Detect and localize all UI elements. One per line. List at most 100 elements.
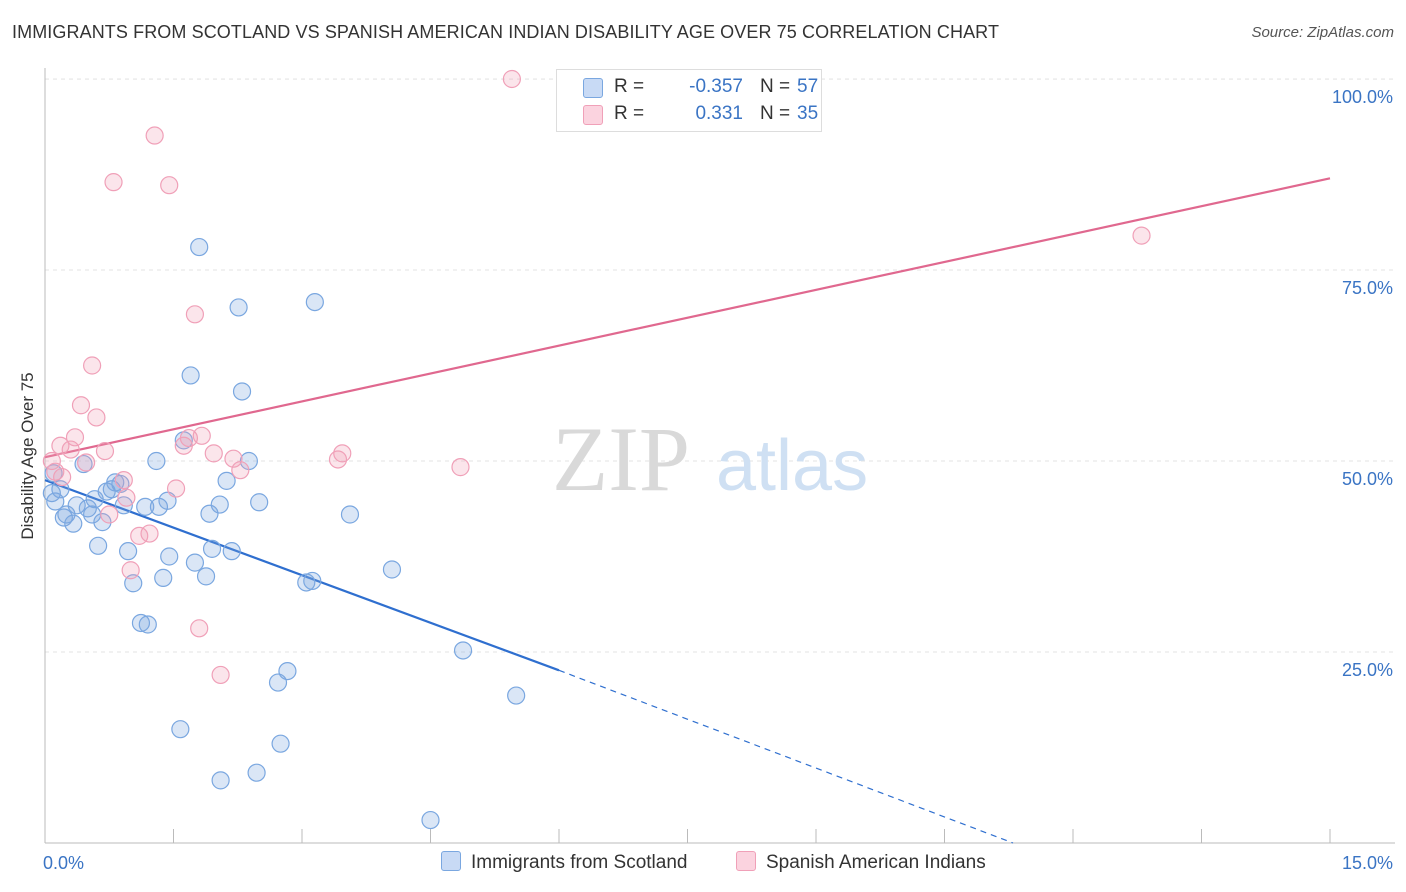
y-tick-label: 25.0% (1342, 660, 1393, 680)
scotland-point (136, 497, 155, 516)
scotland-point (232, 382, 252, 401)
source-credit: Source: ZipAtlas.com (1251, 24, 1394, 41)
scotland-point (247, 763, 266, 782)
scotland-point (382, 560, 402, 579)
scotland-point (217, 471, 236, 490)
series-legend-spanish-american: Spanish American Indians (736, 851, 986, 874)
scotland-point (190, 237, 209, 257)
scotland-point (210, 495, 229, 514)
x-tick-label: 15.0% (1342, 853, 1393, 873)
legend-n-label: N = (760, 103, 791, 124)
spanish-american-point (190, 619, 209, 638)
spanish-american-point (77, 453, 96, 472)
data-points (42, 69, 1151, 830)
spanish-american-point (211, 665, 230, 685)
legend-swatch-pink (736, 851, 756, 871)
legend-swatch-blue (441, 851, 461, 871)
scotland-point (278, 661, 297, 681)
scotland-point (171, 720, 190, 739)
scotland-point (89, 536, 108, 555)
scotland-point (453, 641, 473, 660)
gridlines (45, 78, 1395, 653)
scotland-point (160, 547, 179, 566)
scotland-point (147, 451, 166, 471)
spanish-american-point (224, 449, 243, 468)
series-legend-scotland: Immigrants from Scotland (441, 851, 687, 874)
chart-title: IMMIGRANTS FROM SCOTLAND VS SPANISH AMER… (12, 22, 1000, 42)
legend-swatch-blue (583, 78, 603, 98)
spanish-american-point (53, 467, 72, 487)
spanish-american-point (1132, 226, 1151, 245)
spanish-american-point (160, 176, 179, 195)
scotland-point (54, 508, 73, 527)
correlation-legend: R = -0.357 N = 57 R = 0.331 N = 35 (556, 69, 822, 132)
scotland-point (507, 686, 526, 705)
spanish-american-point (192, 426, 211, 445)
spanish-american-point (83, 356, 102, 375)
watermark-atlas: atlas (716, 426, 868, 506)
scotland-point (185, 553, 205, 572)
legend-r-label: R = (614, 76, 645, 97)
scotland-point (421, 810, 440, 830)
spanish-american-point (51, 436, 70, 455)
scotland-point (340, 505, 360, 524)
spanish-american-point (145, 126, 164, 145)
scotland-point (154, 568, 173, 587)
watermark-zip: ZIP (552, 408, 690, 510)
legend-n-value: 35 (797, 103, 819, 124)
spanish-american-point (231, 461, 250, 480)
scotland-point (67, 496, 86, 515)
legend-n-value: 57 (797, 76, 819, 97)
spanish-american-point (185, 305, 205, 324)
x-tick-label: 0.0% (43, 853, 84, 873)
legend-r-value: 0.331 (695, 103, 743, 124)
spanish-american-point (502, 69, 521, 89)
scotland-point (93, 513, 112, 532)
scotland-point (64, 514, 83, 533)
series-name: Immigrants from Scotland (471, 852, 688, 873)
scotland-trend-extension (558, 669, 1014, 844)
spanish-american-point (121, 561, 140, 580)
scotland-point (271, 734, 290, 753)
legend-swatch-pink (583, 105, 603, 125)
scotland-point (222, 542, 241, 561)
scotland-point (131, 613, 151, 633)
spanish-american-point (117, 488, 136, 507)
scotland-point (303, 571, 322, 591)
spanish-american-point (104, 173, 123, 192)
y-tick-label: 50.0% (1342, 469, 1393, 489)
scotland-point (200, 504, 219, 523)
spanish-american-point (65, 428, 85, 447)
legend-r-value: -0.357 (689, 76, 743, 97)
scotland-point (202, 539, 222, 558)
spanish-american-point (87, 408, 106, 427)
spanish-american-point (451, 458, 470, 477)
scotland-point (229, 298, 248, 317)
y-tick-label: 100.0% (1332, 87, 1393, 107)
spanish-american-point (140, 524, 159, 543)
scotland-point (118, 542, 138, 561)
y-axis-title: Disability Age Over 75 (18, 372, 37, 539)
tick-labels: 25.0% 50.0% 75.0% 100.0% 0.0% 15.0% (43, 87, 1393, 873)
legend-n-label: N = (760, 76, 791, 97)
spanish-american-point (100, 505, 119, 524)
scotland-point (138, 615, 157, 634)
scotland-point (196, 567, 216, 586)
spanish-american-point (114, 471, 133, 490)
scotland-point (250, 493, 269, 512)
spanish-american-point (204, 444, 223, 463)
spanish-american-point (166, 479, 186, 498)
scotland-point (57, 505, 76, 524)
scotland-point (181, 366, 200, 385)
scotland-point (211, 771, 230, 790)
spanish-american-point (71, 396, 91, 415)
series-name: Spanish American Indians (766, 852, 986, 873)
spanish-american-point (95, 441, 115, 461)
scotland-point (297, 573, 316, 592)
legend-r-label: R = (614, 103, 645, 124)
spanish-american-point (333, 444, 352, 463)
trend-lines (44, 177, 1331, 844)
spanish-american-trend-line (44, 177, 1331, 459)
spanish-american-point (42, 451, 61, 471)
